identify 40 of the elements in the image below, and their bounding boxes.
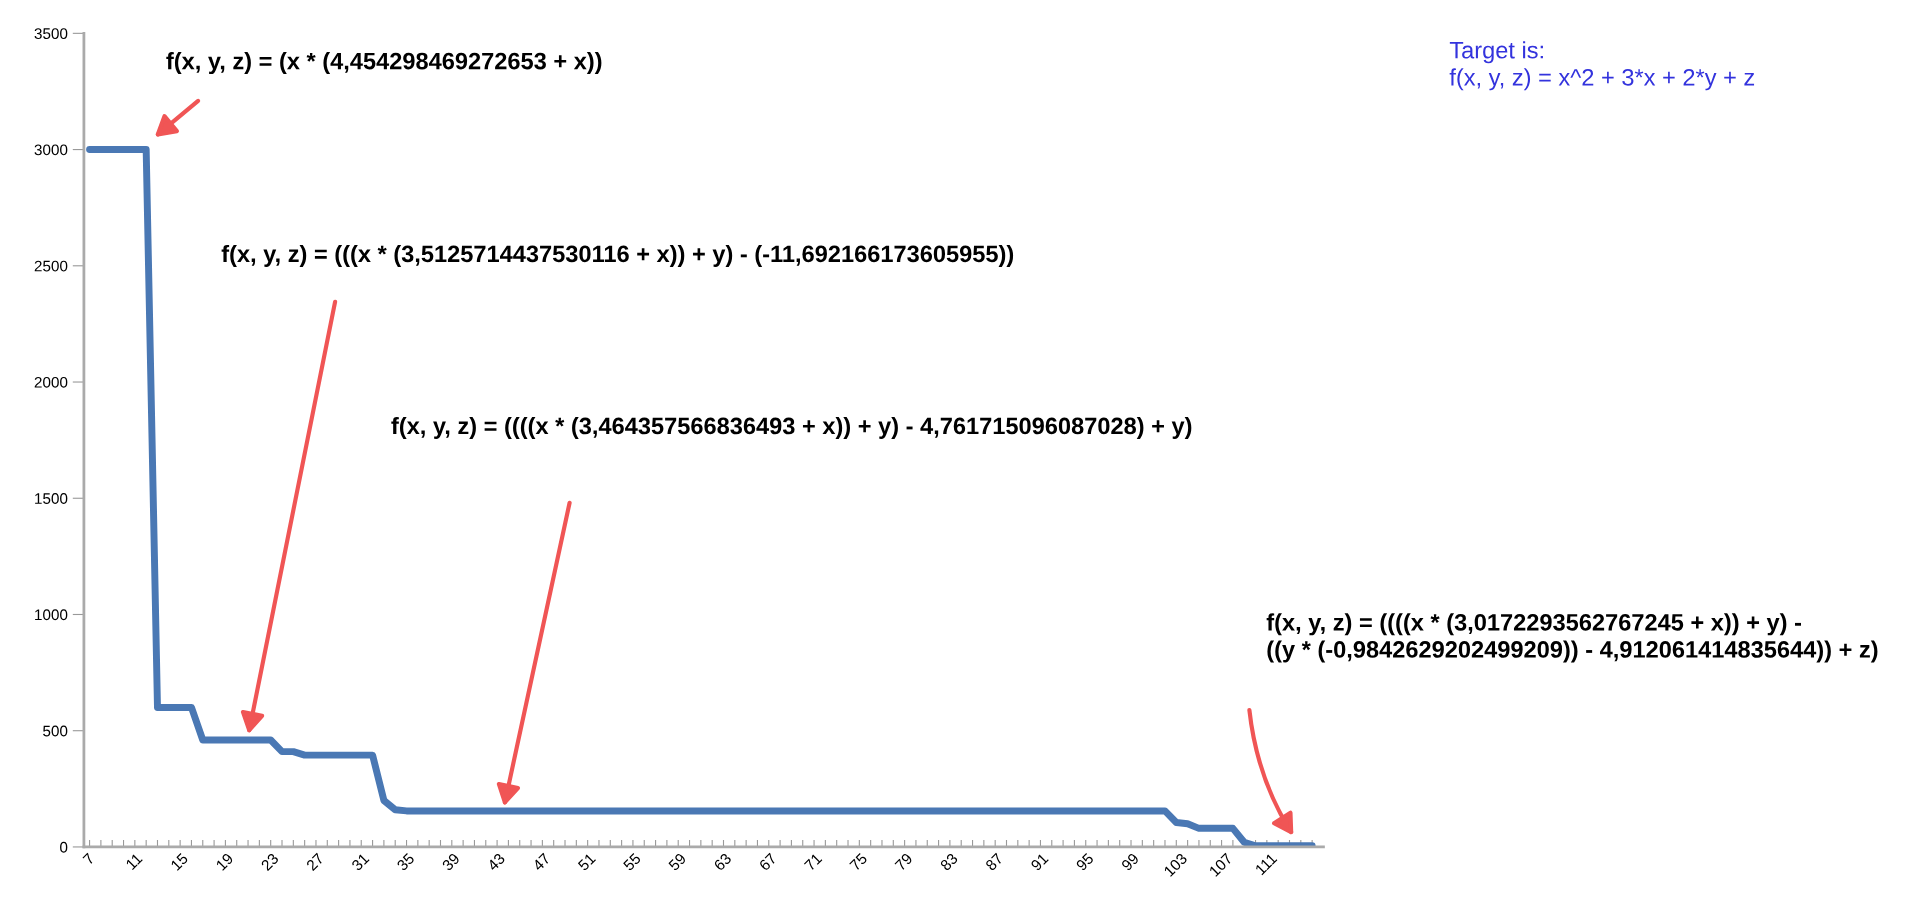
annotation: f(x, y, z) = ((((x * (3,0172293562767245 + x)) + y) - ((y * (-0,9842629202499209)) - 4,912061414835644)) + z) <box>1266 613 1878 663</box>
x-tick-label: 103 <box>1163 852 1188 877</box>
x-tick-label: 83 <box>939 852 959 872</box>
annotation: f(x, y, z) = (((x * (3,5125714437530116 + x)) + y) - (-11,692166173605955)) <box>221 244 1014 267</box>
y-tick-label: 3500 <box>34 28 68 40</box>
x-tick-label: 7 <box>82 852 95 866</box>
y-tick-label: 2500 <box>34 260 68 272</box>
x-tick-label: 35 <box>396 852 415 872</box>
x-tick-label: 23 <box>260 852 280 872</box>
x-tick-label: 15 <box>170 852 189 871</box>
y-tick-label: 3000 <box>34 144 68 156</box>
x-tick-label: 43 <box>486 852 506 872</box>
x-tick-label: 111 <box>1254 852 1278 876</box>
annotation: f(x, y, z) = (x * (4,454298469272653 + x)) <box>166 52 602 75</box>
x-tick-label: 47 <box>531 852 551 872</box>
x-tick-label: 19 <box>215 852 234 871</box>
annotation: f(x, y, z) = ((((x * (3,464357566836493 + x)) + y) - 4,761715096087028) + y) <box>391 416 1192 439</box>
y-tick-label: 500 <box>43 725 68 737</box>
x-tick-label: 51 <box>577 852 597 872</box>
x-tick-label: 71 <box>803 852 823 872</box>
x-tick-label: 27 <box>305 852 325 872</box>
x-tick-label: 55 <box>622 852 642 872</box>
y-tick-label: 2000 <box>34 376 68 388</box>
x-tick-label: 67 <box>758 852 778 872</box>
y-tick-label: 1500 <box>35 493 68 504</box>
x-tick-label: 11 <box>125 852 143 871</box>
x-tick-label: 79 <box>894 852 914 872</box>
x-tick-label: 63 <box>713 852 732 872</box>
x-tick-label: 91 <box>1030 852 1049 872</box>
x-tick-label: 39 <box>441 852 461 872</box>
x-tick-label: 87 <box>984 852 1004 872</box>
x-tick-label: 95 <box>1075 852 1095 872</box>
x-tick-label: 75 <box>849 852 868 872</box>
x-tick-label: 59 <box>667 852 687 872</box>
x-tick-label: 99 <box>1120 852 1140 872</box>
y-tick-label: 0 <box>60 841 68 853</box>
x-tick-label: 31 <box>350 852 370 872</box>
y-tick-label: 1000 <box>35 609 68 621</box>
text: Target is: f(x, y, z) = x^2 + 3*x + 2*y + z <box>1449 41 1755 91</box>
x-tick-label: 107 <box>1208 852 1233 877</box>
